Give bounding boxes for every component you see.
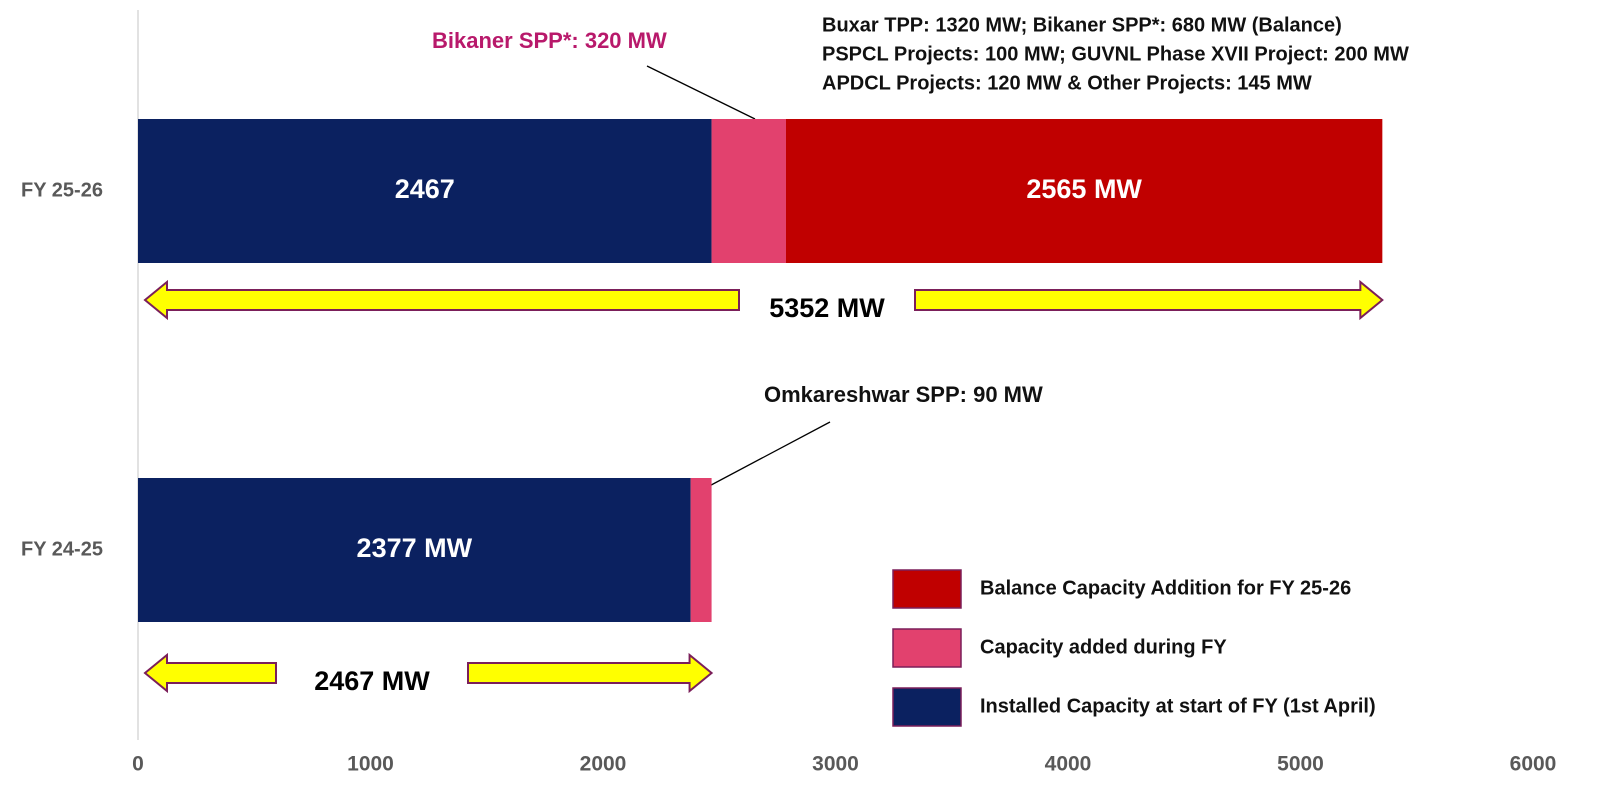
- legend-swatch: [892, 628, 962, 668]
- x-tick-label: 0: [132, 753, 144, 776]
- y-tick-label: FY 25-26: [21, 179, 103, 201]
- bar-segment: [785, 119, 1383, 263]
- x-tick-label: 5000: [1277, 753, 1324, 776]
- annotation: Omkareshwar SPP: 90 MW: [764, 382, 1043, 407]
- bar-segment: [690, 478, 712, 622]
- data-label: 2467: [395, 174, 455, 204]
- total-arrow: [143, 652, 277, 694]
- annotation: APDCL Projects: 120 MW & Other Projects:…: [822, 72, 1312, 94]
- total-label: 5352 MW: [769, 293, 885, 323]
- annotation: Buxar TPP: 1320 MW; Bikaner SPP*: 680 MW…: [822, 14, 1342, 36]
- data-label: 2377 MW: [357, 533, 473, 563]
- data-label: 2565 MW: [1026, 174, 1142, 204]
- bar-segment: [138, 478, 691, 622]
- y-tick-label: FY 24-25: [21, 538, 103, 560]
- annotation: PSPCL Projects: 100 MW; GUVNL Phase XVII…: [822, 43, 1409, 65]
- x-tick-label: 2000: [580, 753, 627, 776]
- bar-segment: [711, 119, 786, 263]
- x-tick-label: 3000: [812, 753, 859, 776]
- total-arrow: [914, 279, 1384, 321]
- x-tick-label: 6000: [1510, 753, 1557, 776]
- x-tick-label: 1000: [347, 753, 394, 776]
- leader-line: [697, 421, 831, 493]
- legend-swatch: [892, 687, 962, 727]
- legend-label: Capacity added during FY: [980, 636, 1227, 658]
- total-label: 2467 MW: [314, 666, 430, 696]
- total-arrow: [467, 652, 714, 694]
- x-tick-label: 4000: [1045, 753, 1092, 776]
- total-arrow: [143, 279, 740, 321]
- legend-label: Balance Capacity Addition for FY 25-26: [980, 577, 1351, 599]
- leader-line: [646, 65, 756, 120]
- legend-swatch: [892, 569, 962, 609]
- bar-segment: [138, 119, 712, 263]
- annotation: Bikaner SPP*: 320 MW: [432, 28, 667, 53]
- legend-label: Installed Capacity at start of FY (1st A…: [980, 695, 1376, 717]
